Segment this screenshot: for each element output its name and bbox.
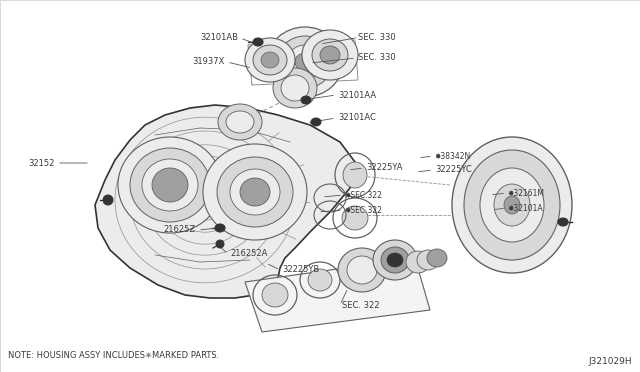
Ellipse shape: [226, 111, 254, 133]
Ellipse shape: [245, 38, 295, 82]
Ellipse shape: [311, 118, 321, 126]
Ellipse shape: [262, 283, 288, 307]
Text: SEC. 322: SEC. 322: [342, 301, 380, 310]
Text: 32101AA: 32101AA: [338, 90, 376, 99]
Text: SEC. 330: SEC. 330: [358, 33, 396, 42]
Ellipse shape: [387, 253, 403, 267]
Ellipse shape: [130, 148, 210, 222]
Text: ✸32101A: ✸32101A: [508, 203, 543, 212]
Ellipse shape: [152, 168, 188, 202]
Text: 32225YA: 32225YA: [366, 164, 403, 173]
Ellipse shape: [267, 27, 343, 97]
Ellipse shape: [308, 269, 332, 291]
Ellipse shape: [381, 247, 409, 273]
Text: J321029H: J321029H: [588, 357, 632, 366]
Text: 32152: 32152: [29, 158, 55, 167]
Text: NOTE: HOUSING ASSY INCLUDES✳MARKED PARTS.: NOTE: HOUSING ASSY INCLUDES✳MARKED PARTS…: [8, 350, 220, 359]
Ellipse shape: [287, 45, 323, 79]
Ellipse shape: [216, 240, 224, 248]
Ellipse shape: [118, 137, 222, 233]
Text: 21625Z: 21625Z: [164, 225, 196, 234]
Ellipse shape: [320, 46, 340, 64]
Ellipse shape: [343, 162, 367, 188]
Text: 32101AC: 32101AC: [338, 113, 376, 122]
Polygon shape: [245, 258, 430, 332]
Ellipse shape: [464, 150, 560, 260]
Ellipse shape: [273, 68, 317, 108]
Ellipse shape: [494, 184, 530, 226]
Text: 216252A: 216252A: [230, 250, 268, 259]
Ellipse shape: [218, 104, 262, 140]
Text: 32225YC: 32225YC: [435, 166, 472, 174]
Ellipse shape: [261, 52, 279, 68]
Ellipse shape: [240, 178, 270, 206]
Polygon shape: [95, 105, 355, 298]
Ellipse shape: [427, 249, 447, 267]
Ellipse shape: [347, 256, 377, 284]
Ellipse shape: [338, 248, 386, 292]
Text: ✸SEC.322: ✸SEC.322: [345, 190, 383, 199]
Ellipse shape: [480, 168, 544, 242]
Text: ✸32161M: ✸32161M: [508, 189, 545, 198]
Text: 32101AB: 32101AB: [200, 33, 238, 42]
Ellipse shape: [277, 36, 333, 88]
Ellipse shape: [301, 96, 311, 104]
Ellipse shape: [406, 251, 430, 273]
Ellipse shape: [253, 45, 287, 75]
Ellipse shape: [203, 144, 307, 240]
Text: 31937X: 31937X: [193, 58, 225, 67]
Ellipse shape: [215, 224, 225, 232]
Ellipse shape: [342, 206, 368, 230]
Ellipse shape: [253, 38, 263, 46]
Ellipse shape: [417, 250, 439, 270]
Ellipse shape: [103, 195, 113, 205]
Ellipse shape: [281, 75, 309, 101]
Text: SEC. 330: SEC. 330: [358, 54, 396, 62]
Ellipse shape: [312, 39, 348, 71]
Ellipse shape: [558, 218, 568, 226]
Ellipse shape: [504, 196, 520, 214]
Ellipse shape: [230, 169, 280, 215]
Text: 32225YB: 32225YB: [282, 266, 319, 275]
Text: ✸SEC.322: ✸SEC.322: [345, 205, 383, 215]
Ellipse shape: [142, 159, 198, 211]
Ellipse shape: [373, 240, 417, 280]
Ellipse shape: [452, 137, 572, 273]
Ellipse shape: [302, 30, 358, 80]
Ellipse shape: [217, 157, 293, 227]
Ellipse shape: [295, 53, 315, 71]
Text: ✸38342N: ✸38342N: [435, 151, 471, 160]
